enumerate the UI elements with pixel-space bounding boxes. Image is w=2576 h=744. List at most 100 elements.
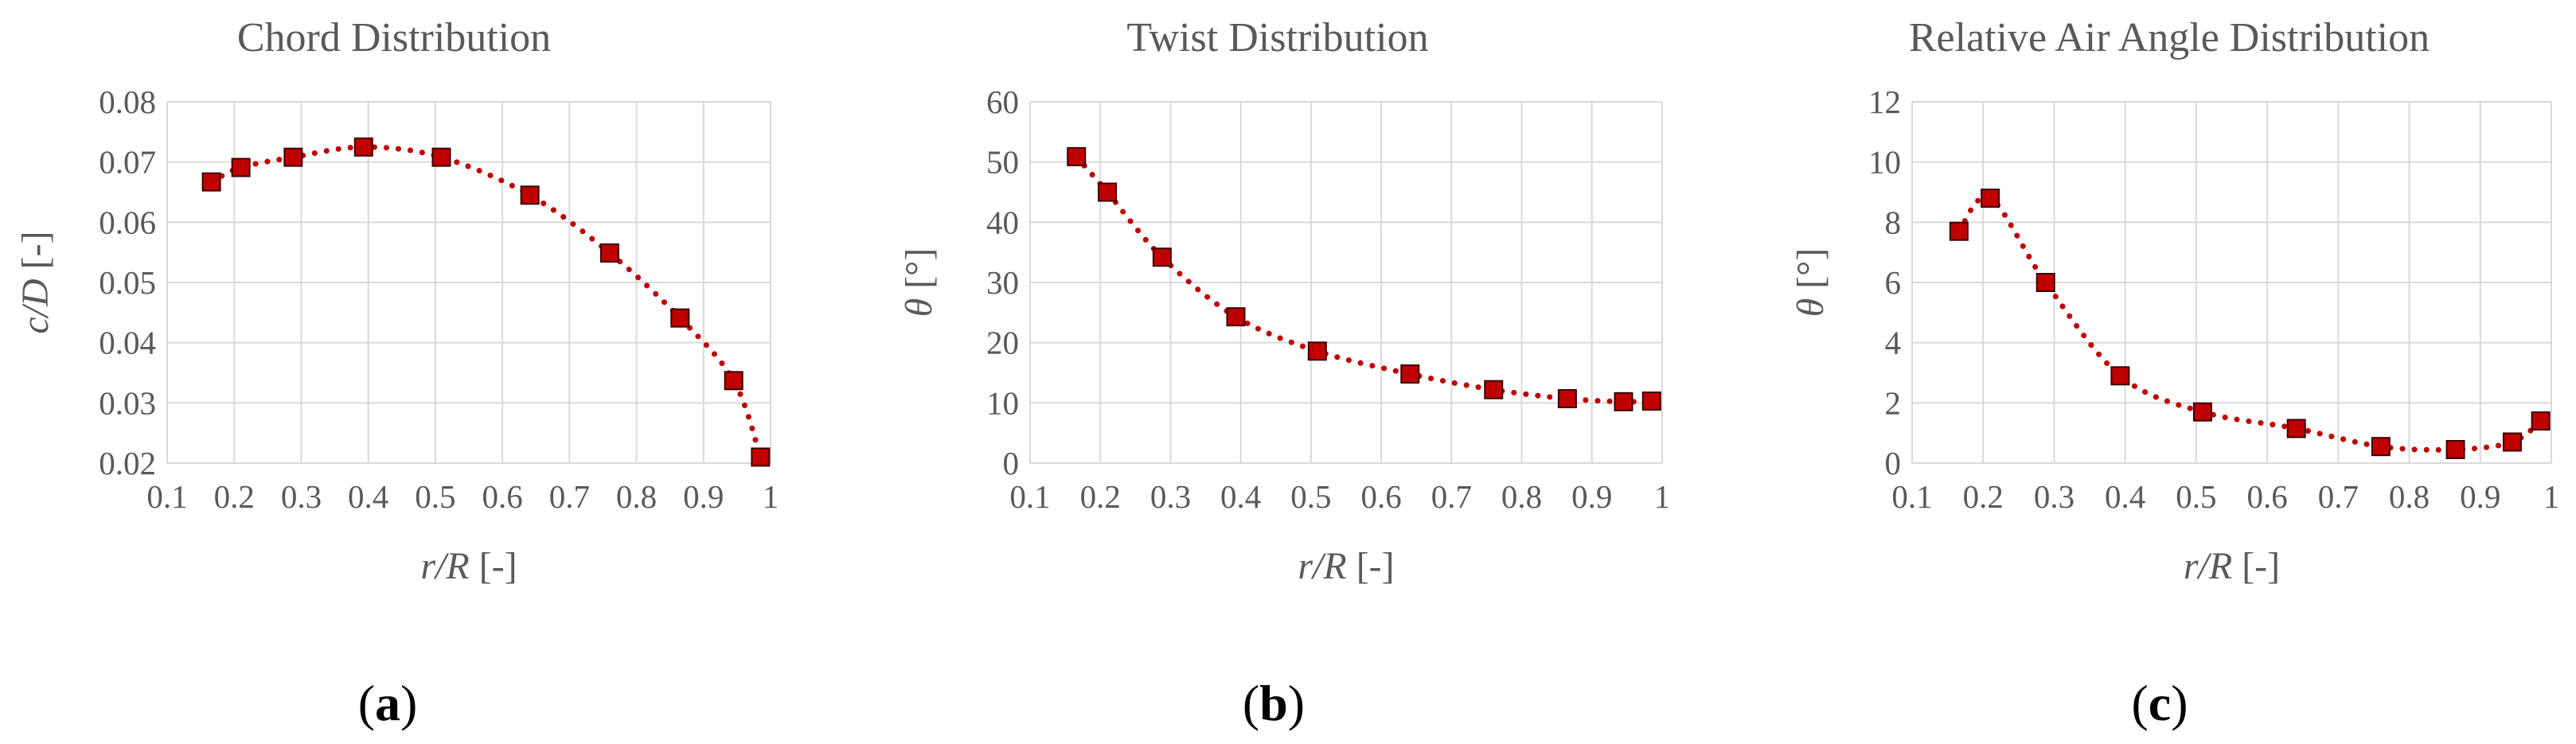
panel-label-open-paren: (	[1243, 675, 1259, 731]
y-tick-label: 10	[1868, 144, 1901, 181]
x-tick-label: 0.4	[1220, 478, 1261, 515]
panel-label-open-paren: (	[2131, 675, 2148, 731]
y-tick-label: 20	[986, 325, 1019, 361]
chart-panel-b: Twist Distribution 0 10 20 30 40 50 60 0.1 0.2 0.3…	[898, 15, 1670, 731]
data-point	[2192, 402, 2212, 422]
x-axis-label: r/R [-]	[1298, 545, 1394, 587]
y-tick-label: 10	[986, 384, 1019, 421]
data-point	[724, 371, 744, 391]
trendline	[209, 144, 763, 460]
x-tick-label: 0.3	[2034, 478, 2074, 515]
data-point	[599, 243, 619, 263]
y-axis-label: θ [°]	[898, 248, 940, 317]
x-tick-label: 1	[1654, 478, 1671, 515]
trendline	[1956, 194, 2544, 453]
data-point	[1067, 146, 1087, 166]
x-tick-label: 0.7	[2318, 478, 2359, 515]
x-tick-label: 0.5	[2176, 478, 2216, 515]
y-tick-label: 4	[1885, 325, 1902, 361]
x-tick-label: 0.6	[482, 478, 522, 515]
y-axis-label-variable: c/D	[14, 279, 57, 333]
y-tick-label: 2	[1885, 384, 1902, 421]
data-point	[1949, 221, 1969, 241]
y-axis-label-unit: [-]	[14, 231, 57, 279]
x-tick-label: 0.7	[1431, 478, 1472, 515]
chart-panel-a: Chord Distribution 0.02 0.03 0.04 0.05 0.06 0.…	[14, 15, 779, 731]
data-point	[1400, 364, 1420, 384]
data-point	[670, 308, 690, 328]
x-tick-label: 0.7	[549, 478, 590, 515]
y-tick-label: 0.02	[99, 445, 156, 481]
x-tick-label: 0.2	[1080, 478, 1121, 515]
x-tick-label: 0.4	[348, 478, 388, 515]
x-tick-label: 0.1	[1891, 478, 1932, 515]
x-tick-label: 0.6	[2246, 478, 2287, 515]
x-axis-label: r/R [-]	[2184, 545, 2280, 587]
data-point	[2502, 432, 2522, 452]
y-tick-label: 60	[986, 84, 1019, 120]
x-tick-label: 0.8	[616, 478, 657, 515]
y-tick-label: 0.04	[99, 325, 156, 361]
x-tick-label: 0.2	[214, 478, 255, 515]
panel-label-close-paren: )	[400, 675, 417, 731]
x-axis-label-variable: r/R	[2184, 545, 2232, 587]
y-tick-label: 0.08	[99, 84, 156, 120]
x-tick-label: 0.9	[1571, 478, 1612, 515]
y-tick-label: 0.05	[99, 264, 156, 301]
panel-label-close-paren: )	[1288, 675, 1305, 731]
y-tick-label: 6	[1885, 264, 1902, 301]
x-axis-label-variable: r/R	[1298, 545, 1346, 587]
y-axis-label: θ [°]	[1790, 248, 1832, 317]
y-axis-label-variable: θ	[898, 298, 940, 317]
x-tick-label: 0.9	[683, 478, 724, 515]
y-tick-label: 30	[986, 264, 1019, 301]
x-tick-label: 0.4	[2105, 478, 2145, 515]
y-tick-label: 12	[1868, 84, 1901, 120]
data-point	[283, 147, 303, 167]
x-tick-label: 0.5	[415, 478, 455, 515]
panel-label-letter: b	[1259, 675, 1288, 731]
x-tick-label: 0.5	[1290, 478, 1331, 515]
panel-label-letter: c	[2149, 675, 2171, 731]
y-tick-label: 8	[1885, 204, 1902, 240]
y-tick-label: 40	[986, 204, 1019, 240]
data-point	[2445, 439, 2465, 459]
data-point	[2110, 366, 2130, 386]
x-axis-label-unit: [-]	[2232, 545, 2280, 587]
data-point	[1098, 182, 1118, 202]
x-tick-label: 0.1	[1009, 478, 1050, 515]
data-point	[1152, 247, 1172, 267]
data-point	[353, 137, 373, 157]
data-point	[1484, 380, 1504, 399]
y-tick-label: 50	[986, 144, 1019, 181]
x-tick-label: 0.1	[146, 478, 187, 515]
chart-title: Relative Air Angle Distribution	[1909, 15, 2430, 60]
data-point	[2035, 273, 2055, 292]
x-tick-label: 0.6	[1360, 478, 1401, 515]
x-tick-label: 0.3	[281, 478, 322, 515]
panel-label-open-paren: (	[358, 675, 375, 731]
data-point	[1614, 391, 1633, 411]
chart-panel-c: Relative Air Angle Distribution 0 2 4 6 8 10 12…	[1790, 15, 2559, 731]
data-point	[231, 158, 251, 177]
x-tick-label: 0.9	[2460, 478, 2500, 515]
panel-label: (b)	[1243, 675, 1305, 731]
x-tick-label: 0.8	[2389, 478, 2430, 515]
x-tick-label: 1	[763, 478, 779, 515]
data-point	[2531, 411, 2551, 431]
x-tick-label: 0.8	[1501, 478, 1542, 515]
x-tick-label: 0.2	[1963, 478, 2004, 515]
panel-label-letter: a	[375, 675, 400, 731]
chart-title: Twist Distribution	[1126, 15, 1428, 60]
y-tick-label: 0	[1003, 445, 1020, 481]
data-point	[751, 447, 771, 467]
x-tick-label: 1	[2543, 478, 2560, 515]
data-point	[520, 185, 540, 205]
data-point	[1641, 391, 1661, 411]
data-point	[431, 147, 451, 167]
data-point	[201, 172, 221, 192]
y-tick-label: 0.07	[99, 144, 156, 181]
y-axis-label-unit: [°]	[1790, 248, 1832, 298]
panel-label: (c)	[2131, 675, 2188, 731]
